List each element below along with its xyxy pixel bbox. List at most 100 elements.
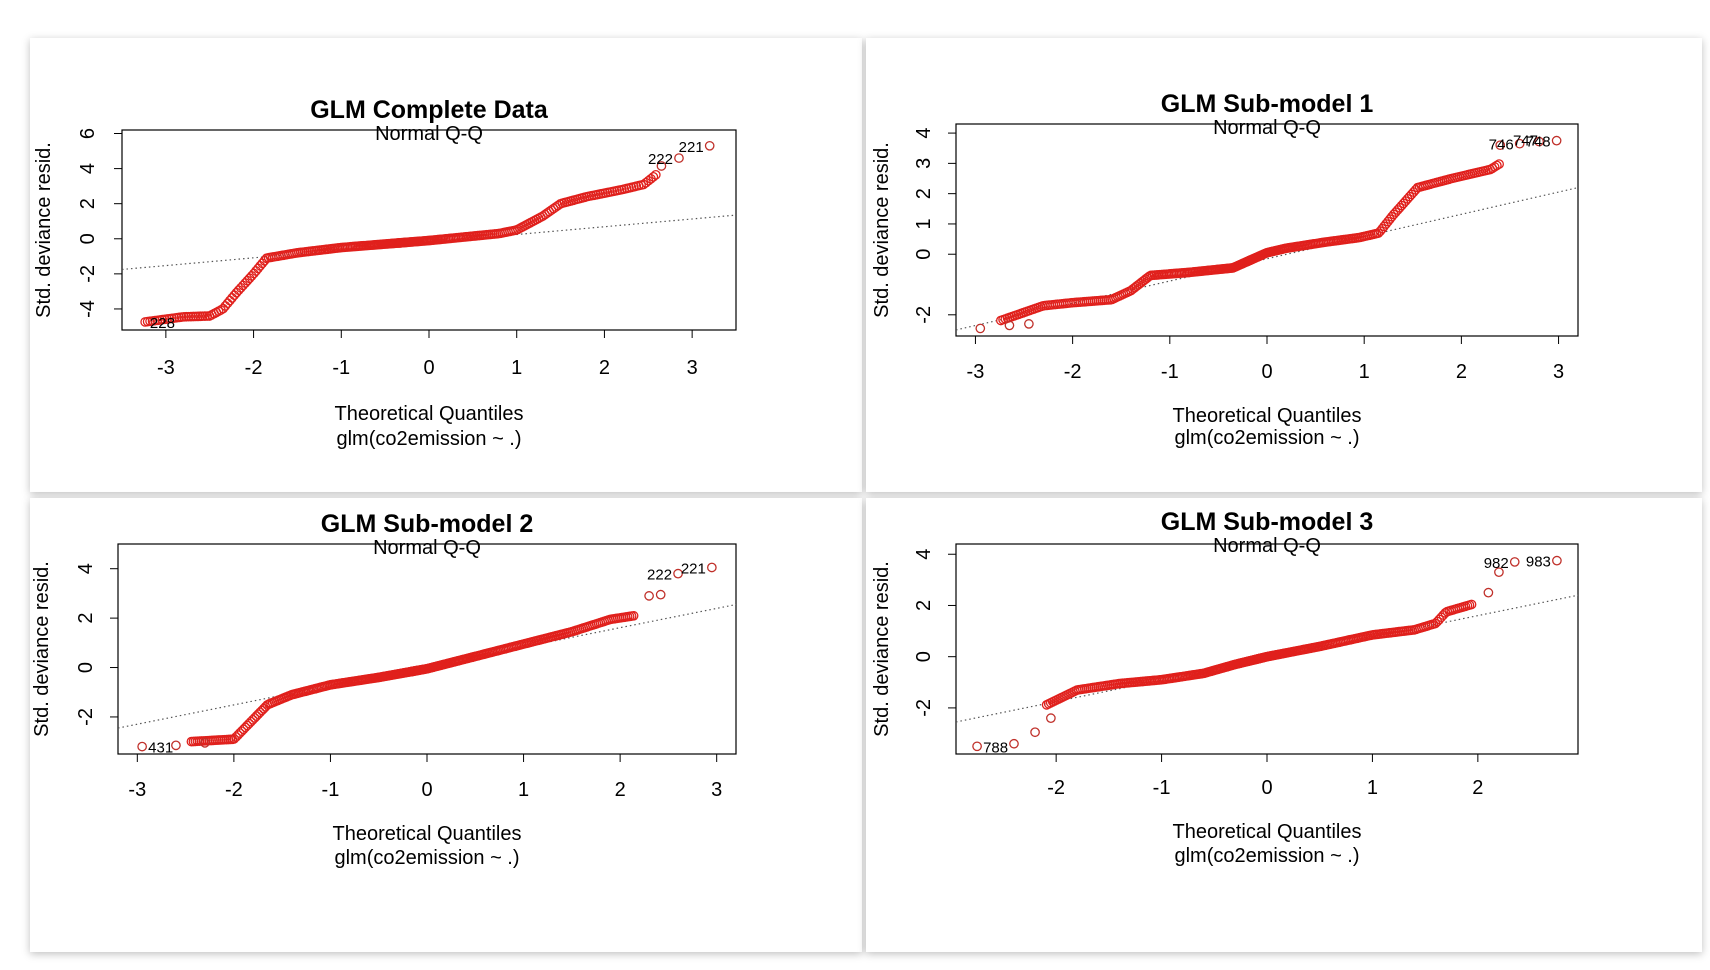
qq-point bbox=[200, 738, 210, 748]
y-tick-label: 4 bbox=[77, 163, 99, 174]
qq-point bbox=[707, 562, 717, 573]
x-tick-label: -1 bbox=[322, 779, 340, 801]
y-tick-label: 1 bbox=[913, 218, 935, 229]
y-tick-label: 2 bbox=[77, 198, 99, 209]
y-tick-label: 3 bbox=[913, 158, 935, 169]
qq-reference-line bbox=[122, 214, 736, 271]
qq-point bbox=[1509, 557, 1520, 567]
qq-points bbox=[975, 135, 1562, 334]
x-axis-sublabel: glm(co2emission ~ .) bbox=[1174, 845, 1359, 867]
chart-title: GLM Complete Data bbox=[310, 96, 549, 124]
qq-point bbox=[224, 295, 235, 306]
qq-point bbox=[975, 323, 986, 334]
x-axis-label: Theoretical Quantiles bbox=[335, 403, 524, 425]
qq-point bbox=[1024, 319, 1034, 329]
x-tick-label: 0 bbox=[421, 779, 432, 801]
y-tick-label: -2 bbox=[75, 708, 97, 726]
qq-point bbox=[1494, 567, 1504, 578]
point-label: 431 bbox=[148, 740, 173, 757]
chart-subtitle: Normal Q-Q bbox=[1213, 117, 1321, 139]
y-tick-label: -2 bbox=[913, 306, 935, 324]
qq-point bbox=[674, 153, 684, 163]
x-axis-sublabel: glm(co2emission ~ .) bbox=[336, 428, 521, 450]
y-axis-label: Std. deviance resid. bbox=[31, 561, 53, 737]
x-tick-label: -1 bbox=[1153, 777, 1171, 799]
x-tick-label: 2 bbox=[1472, 777, 1483, 799]
qq-point bbox=[229, 290, 240, 301]
point-label: 221 bbox=[681, 560, 706, 577]
point-label: 982 bbox=[1484, 555, 1509, 572]
y-tick-label: 0 bbox=[913, 651, 935, 662]
point-label: 788 bbox=[983, 739, 1008, 756]
qq-point bbox=[673, 568, 683, 579]
qq-point bbox=[1030, 727, 1040, 738]
qq-point bbox=[628, 610, 639, 621]
y-tick-label: 2 bbox=[913, 600, 935, 611]
x-tick-label: 1 bbox=[1367, 777, 1378, 799]
x-tick-label: 3 bbox=[687, 357, 698, 379]
y-tick-label: 4 bbox=[75, 563, 97, 574]
y-tick-label: 4 bbox=[913, 128, 935, 139]
qq-points bbox=[137, 562, 717, 752]
chart-subtitle: Normal Q-Q bbox=[1213, 535, 1321, 557]
point-label: 222 bbox=[648, 151, 673, 168]
chart-title: GLM Sub-model 3 bbox=[1161, 508, 1374, 536]
point-label: 221 bbox=[679, 139, 704, 156]
qq-panel-sub3: GLM Sub-model 3 Normal Q-Q -2 -1 0 1 2 -2 0 2 4 The… bbox=[866, 498, 1702, 952]
chart-title: GLM Sub-model 1 bbox=[1161, 90, 1374, 118]
qq-point bbox=[1046, 713, 1056, 723]
x-tick-label: -3 bbox=[128, 779, 146, 801]
x-tick-label: -2 bbox=[1064, 361, 1082, 383]
qq-point bbox=[644, 591, 654, 601]
x-axis-label: Theoretical Quantiles bbox=[1173, 821, 1362, 843]
qq-reference-line bbox=[956, 187, 1578, 331]
x-tick-label: 2 bbox=[599, 357, 610, 379]
qq-point bbox=[222, 298, 233, 309]
qq-point bbox=[972, 741, 982, 752]
y-tick-label: 0 bbox=[75, 662, 97, 673]
y-tick-label: -4 bbox=[77, 300, 99, 318]
point-label: 748 bbox=[1526, 134, 1551, 151]
x-tick-label: -1 bbox=[1161, 361, 1179, 383]
x-axis-label: Theoretical Quantiles bbox=[333, 823, 522, 845]
y-tick-label: -2 bbox=[913, 699, 935, 717]
y-tick-label: 0 bbox=[77, 233, 99, 244]
qq-point bbox=[1004, 320, 1015, 331]
qq-point bbox=[655, 589, 666, 600]
x-tick-label: 3 bbox=[711, 779, 722, 801]
x-axis-sublabel: glm(co2emission ~ .) bbox=[1174, 427, 1359, 449]
x-tick-label: -3 bbox=[967, 361, 985, 383]
qq-points bbox=[140, 140, 715, 327]
chart-subtitle: Normal Q-Q bbox=[375, 123, 483, 145]
chart-title: GLM Sub-model 2 bbox=[321, 510, 534, 538]
qq-point bbox=[1483, 587, 1494, 598]
y-tick-label: 6 bbox=[77, 128, 99, 139]
qq-point bbox=[1495, 140, 1506, 151]
qq-point bbox=[1466, 599, 1477, 610]
point-label: 746 bbox=[1489, 137, 1514, 154]
qq-point bbox=[171, 740, 181, 751]
point-label: 983 bbox=[1526, 554, 1551, 571]
qq-point bbox=[650, 169, 661, 180]
point-label: 222 bbox=[647, 567, 672, 584]
point-label: 228 bbox=[150, 315, 175, 332]
x-tick-label: 3 bbox=[1553, 361, 1564, 383]
qq-point bbox=[227, 293, 237, 303]
x-axis-sublabel: glm(co2emission ~ .) bbox=[334, 847, 519, 869]
x-tick-label: -2 bbox=[225, 779, 243, 801]
point-label: 747 bbox=[1513, 133, 1538, 150]
qq-point bbox=[1551, 135, 1562, 146]
x-tick-label: 0 bbox=[1261, 361, 1272, 383]
chart-subtitle: Normal Q-Q bbox=[373, 537, 481, 559]
qq-point bbox=[1009, 738, 1019, 749]
x-tick-label: 2 bbox=[615, 779, 626, 801]
x-tick-label: -3 bbox=[157, 357, 175, 379]
x-tick-label: 2 bbox=[1456, 361, 1467, 383]
x-tick-label: -2 bbox=[1047, 777, 1065, 799]
plot-frame bbox=[121, 129, 737, 331]
y-axis-label: Std. deviance resid. bbox=[871, 561, 893, 737]
y-tick-label: 2 bbox=[913, 188, 935, 199]
x-tick-label: 0 bbox=[423, 357, 434, 379]
